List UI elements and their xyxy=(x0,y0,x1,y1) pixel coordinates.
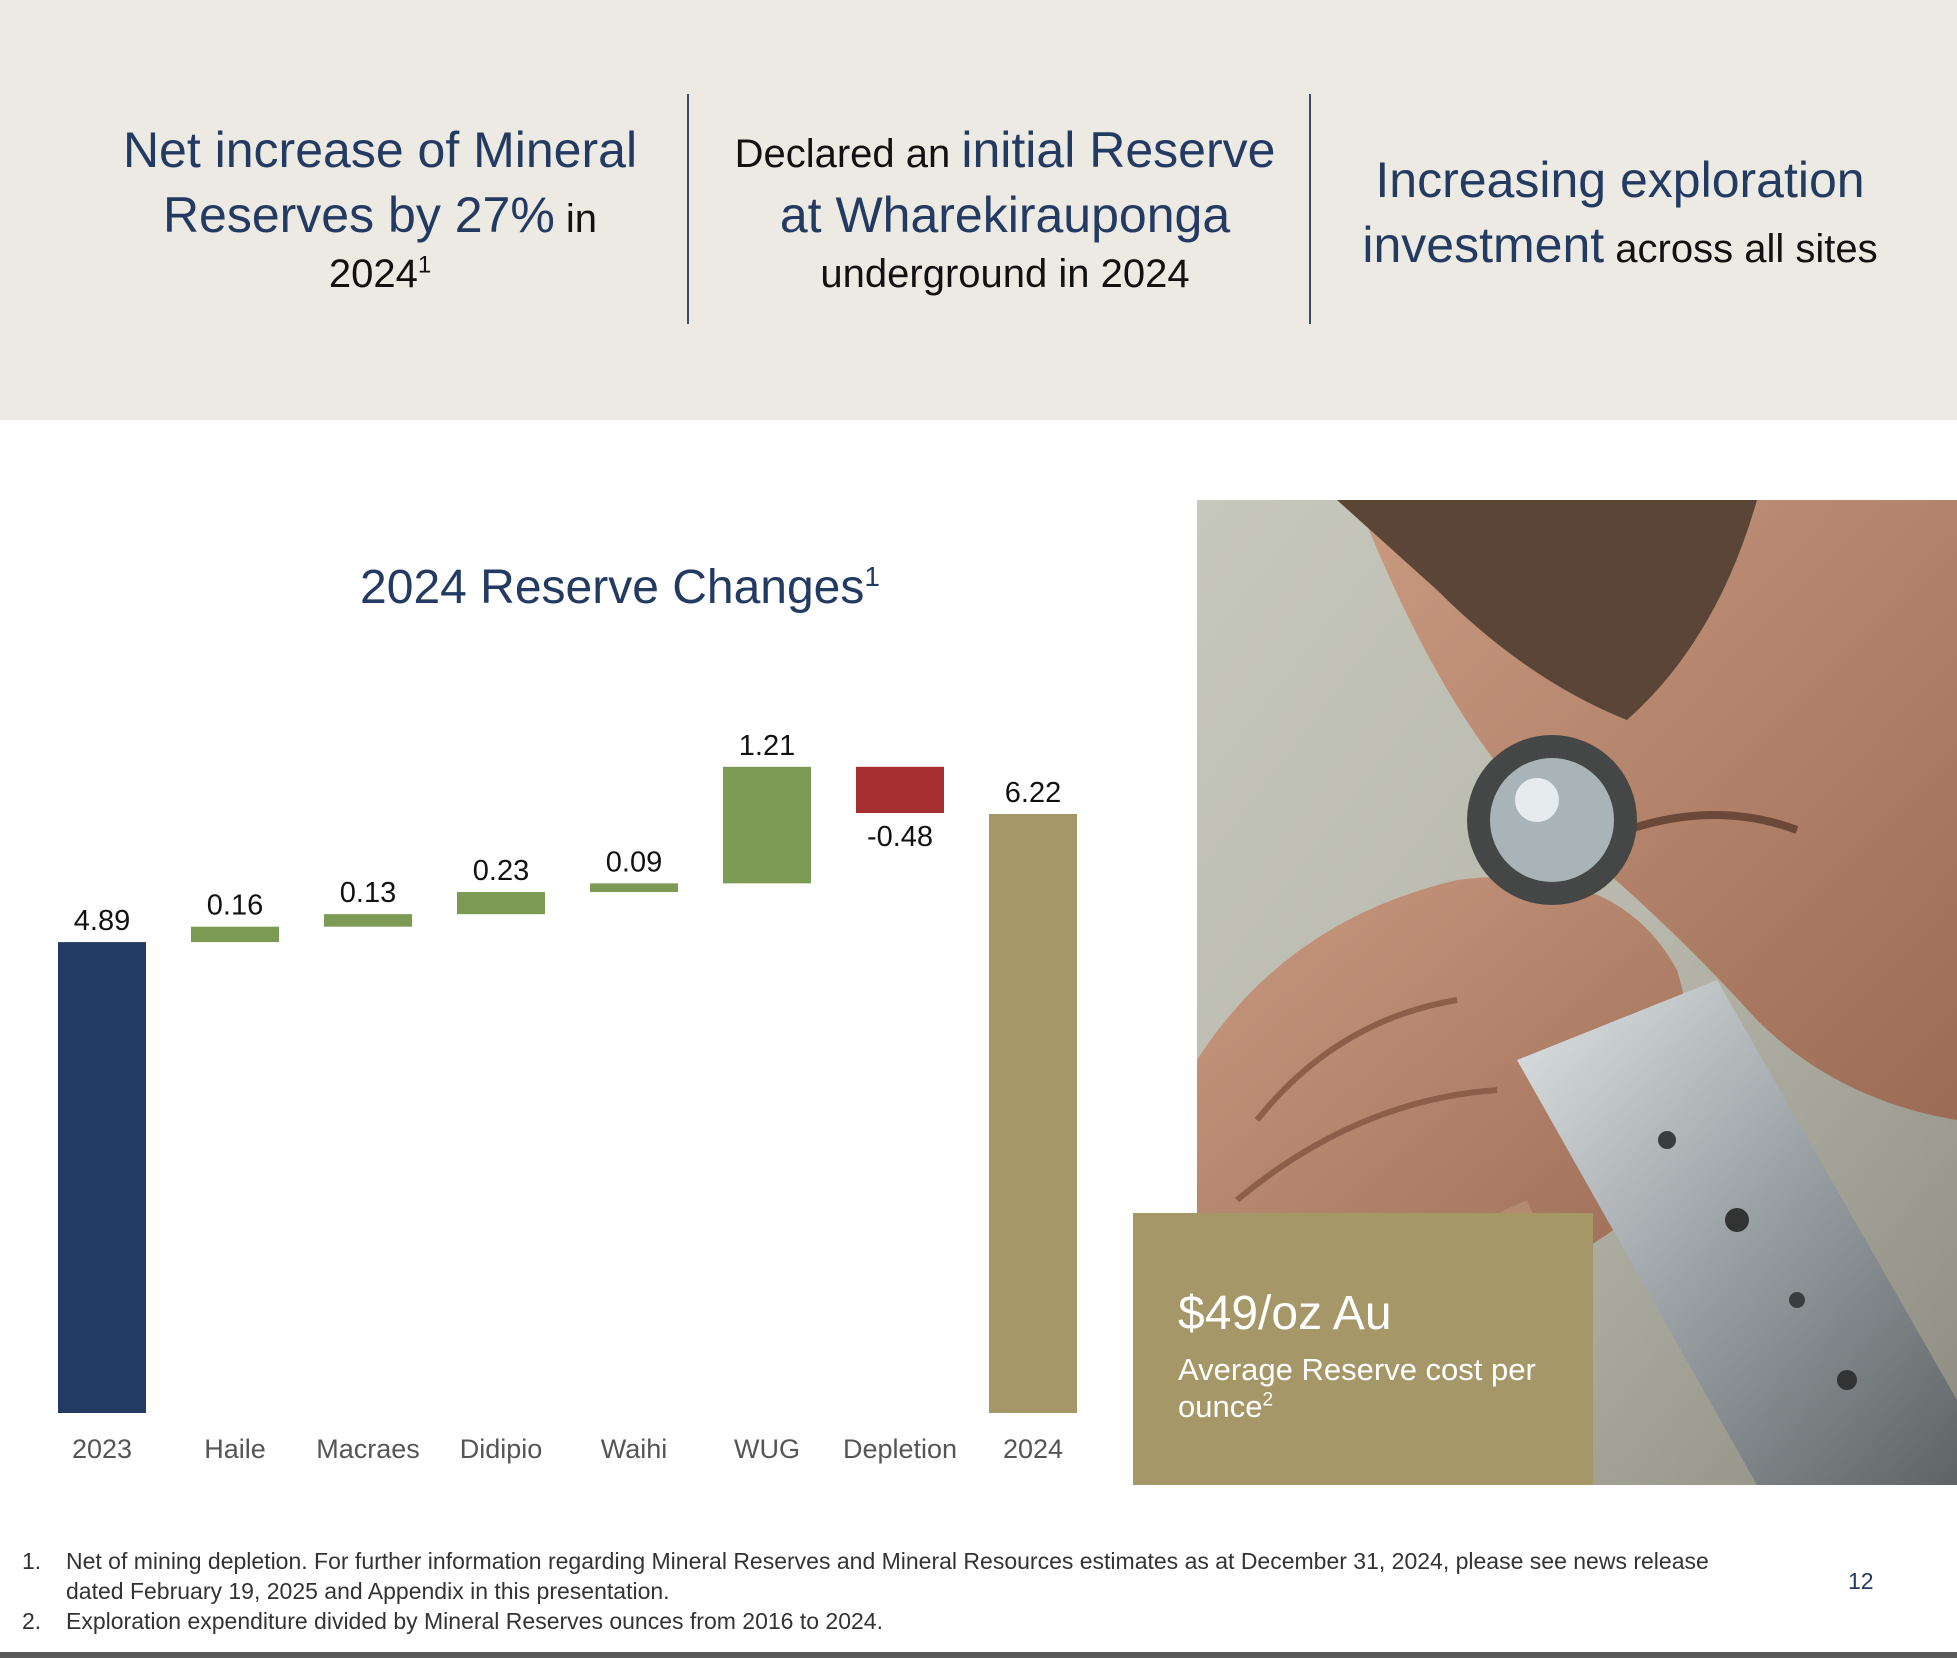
reserve-changes-waterfall-chart: 4.89 2023 0.16 Haile 0.13 Macraes 0.23 Didipio 0… xyxy=(58,730,1077,1464)
bar-waihi xyxy=(590,883,678,893)
data-label-2023: 4.89 xyxy=(74,905,130,937)
footnote-1: 1. Net of mining depletion. For further … xyxy=(22,1548,1709,1604)
category-label-haile: Haile xyxy=(204,1434,266,1464)
data-label-macraes: 0.13 xyxy=(340,877,396,909)
photo-geologist-with-loupe xyxy=(1197,500,1957,1485)
banner-divider xyxy=(687,94,689,324)
data-label-haile: 0.16 xyxy=(207,890,263,922)
category-label-2024: 2024 xyxy=(1003,1434,1063,1464)
bar-2024 xyxy=(989,814,1077,1413)
footnote-2: 2. Exploration expenditure divided by Mi… xyxy=(22,1608,883,1634)
reserve-cost-callout: $49/oz Au Average Reserve cost per ounce… xyxy=(1133,1213,1593,1485)
bar-haile xyxy=(191,926,279,943)
bar-2023 xyxy=(58,942,146,1413)
data-label-depletion: -0.48 xyxy=(867,821,933,853)
banner-divider xyxy=(1309,94,1311,324)
page-number: 12 xyxy=(1848,1568,1874,1594)
data-label-wug: 1.21 xyxy=(739,730,795,762)
category-label-macraes: Macraes xyxy=(316,1434,420,1464)
bar-macraes xyxy=(324,914,412,927)
stat-exploration-investment: Increasing exploration investment across… xyxy=(1362,152,1878,273)
data-label-2024: 6.22 xyxy=(1005,777,1061,809)
category-label-2023: 2023 xyxy=(72,1434,132,1464)
category-label-depletion: Depletion xyxy=(843,1434,957,1464)
bar-wug xyxy=(723,766,811,884)
bar-depletion xyxy=(856,766,944,814)
callout-value: $49/oz Au xyxy=(1178,1287,1392,1340)
data-label-didipio: 0.23 xyxy=(473,855,529,887)
category-label-wug: WUG xyxy=(734,1434,800,1464)
stat-initial-reserve: Declared an initial Reserve at Wharekira… xyxy=(734,122,1276,296)
footnotes: 1. Net of mining depletion. For further … xyxy=(22,1546,1762,1636)
chart-title: 2024 Reserve Changes1 xyxy=(360,561,880,614)
data-label-waihi: 0.09 xyxy=(606,846,662,878)
photo-illustration xyxy=(1197,500,1957,1485)
stat-reserves-increase: Net increase of Mineral Reserves by 27% … xyxy=(122,122,638,296)
callout-description: Average Reserve cost per ounce2 xyxy=(1178,1351,1536,1424)
bar-didipio xyxy=(457,892,545,915)
summary-banner: Net increase of Mineral Reserves by 27% … xyxy=(0,0,1957,420)
category-label-waihi: Waihi xyxy=(601,1434,668,1464)
bottom-rule xyxy=(0,1652,1957,1658)
category-label-didipio: Didipio xyxy=(460,1434,543,1464)
